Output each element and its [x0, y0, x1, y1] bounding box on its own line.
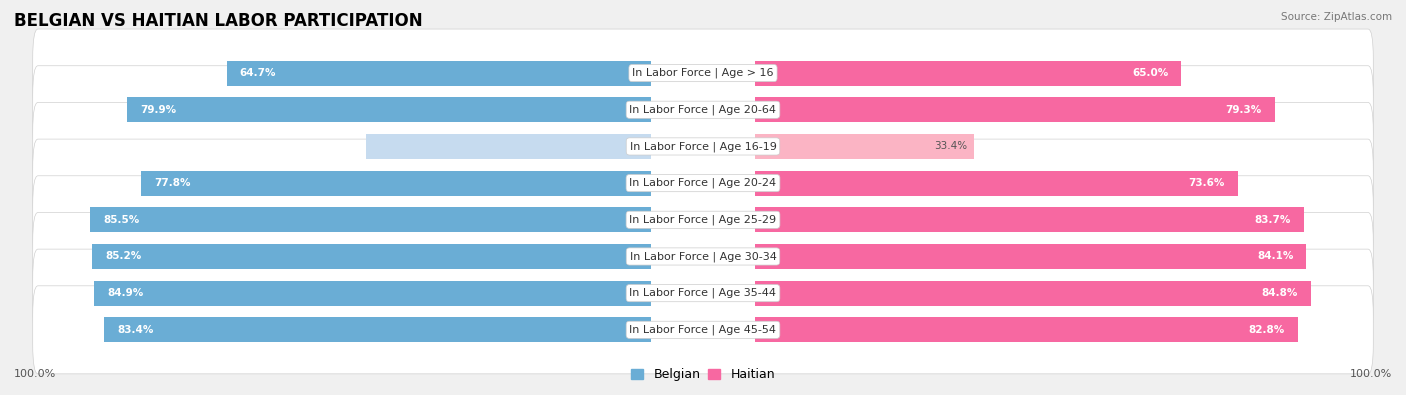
Text: 82.8%: 82.8% — [1249, 325, 1285, 335]
Text: In Labor Force | Age > 16: In Labor Force | Age > 16 — [633, 68, 773, 78]
Bar — [226, 60, 651, 86]
Text: 43.4%: 43.4% — [657, 141, 690, 151]
Bar — [755, 244, 1306, 269]
Text: 77.8%: 77.8% — [153, 178, 190, 188]
Text: In Labor Force | Age 20-24: In Labor Force | Age 20-24 — [630, 178, 776, 188]
FancyBboxPatch shape — [32, 66, 1374, 154]
Bar — [755, 207, 1303, 232]
FancyBboxPatch shape — [32, 176, 1374, 264]
FancyBboxPatch shape — [32, 286, 1374, 374]
FancyBboxPatch shape — [32, 139, 1374, 227]
Text: 79.9%: 79.9% — [141, 105, 176, 115]
Text: 73.6%: 73.6% — [1188, 178, 1225, 188]
Text: In Labor Force | Age 45-54: In Labor Force | Age 45-54 — [630, 325, 776, 335]
Text: 33.4%: 33.4% — [935, 141, 967, 151]
Text: 100.0%: 100.0% — [14, 369, 56, 379]
Text: Source: ZipAtlas.com: Source: ZipAtlas.com — [1281, 12, 1392, 22]
FancyBboxPatch shape — [32, 102, 1374, 190]
Text: In Labor Force | Age 25-29: In Labor Force | Age 25-29 — [630, 214, 776, 225]
Text: In Labor Force | Age 30-34: In Labor Force | Age 30-34 — [630, 251, 776, 262]
Bar — [94, 281, 651, 306]
Bar — [127, 97, 651, 122]
Bar — [366, 134, 651, 159]
Text: 83.7%: 83.7% — [1254, 215, 1291, 225]
Bar — [755, 97, 1275, 122]
FancyBboxPatch shape — [32, 213, 1374, 301]
Text: BELGIAN VS HAITIAN LABOR PARTICIPATION: BELGIAN VS HAITIAN LABOR PARTICIPATION — [14, 12, 423, 30]
Text: 85.5%: 85.5% — [104, 215, 139, 225]
Bar — [755, 60, 1181, 86]
Bar — [755, 281, 1310, 306]
Bar — [755, 134, 974, 159]
Text: 83.4%: 83.4% — [117, 325, 153, 335]
Text: 64.7%: 64.7% — [240, 68, 276, 78]
Bar — [93, 244, 651, 269]
Text: 84.9%: 84.9% — [107, 288, 143, 298]
Text: 65.0%: 65.0% — [1132, 68, 1168, 78]
Text: 85.2%: 85.2% — [105, 252, 142, 261]
FancyBboxPatch shape — [32, 249, 1374, 337]
Bar — [755, 317, 1298, 342]
Text: 84.8%: 84.8% — [1261, 288, 1298, 298]
Bar — [90, 207, 651, 232]
Text: In Labor Force | Age 35-44: In Labor Force | Age 35-44 — [630, 288, 776, 298]
Text: 84.1%: 84.1% — [1257, 252, 1294, 261]
Bar — [755, 171, 1237, 196]
Text: In Labor Force | Age 16-19: In Labor Force | Age 16-19 — [630, 141, 776, 152]
Text: 100.0%: 100.0% — [1350, 369, 1392, 379]
Legend: Belgian, Haitian: Belgian, Haitian — [626, 363, 780, 386]
Bar — [141, 171, 651, 196]
Text: 79.3%: 79.3% — [1226, 105, 1263, 115]
Bar — [104, 317, 651, 342]
Text: In Labor Force | Age 20-64: In Labor Force | Age 20-64 — [630, 105, 776, 115]
FancyBboxPatch shape — [32, 29, 1374, 117]
